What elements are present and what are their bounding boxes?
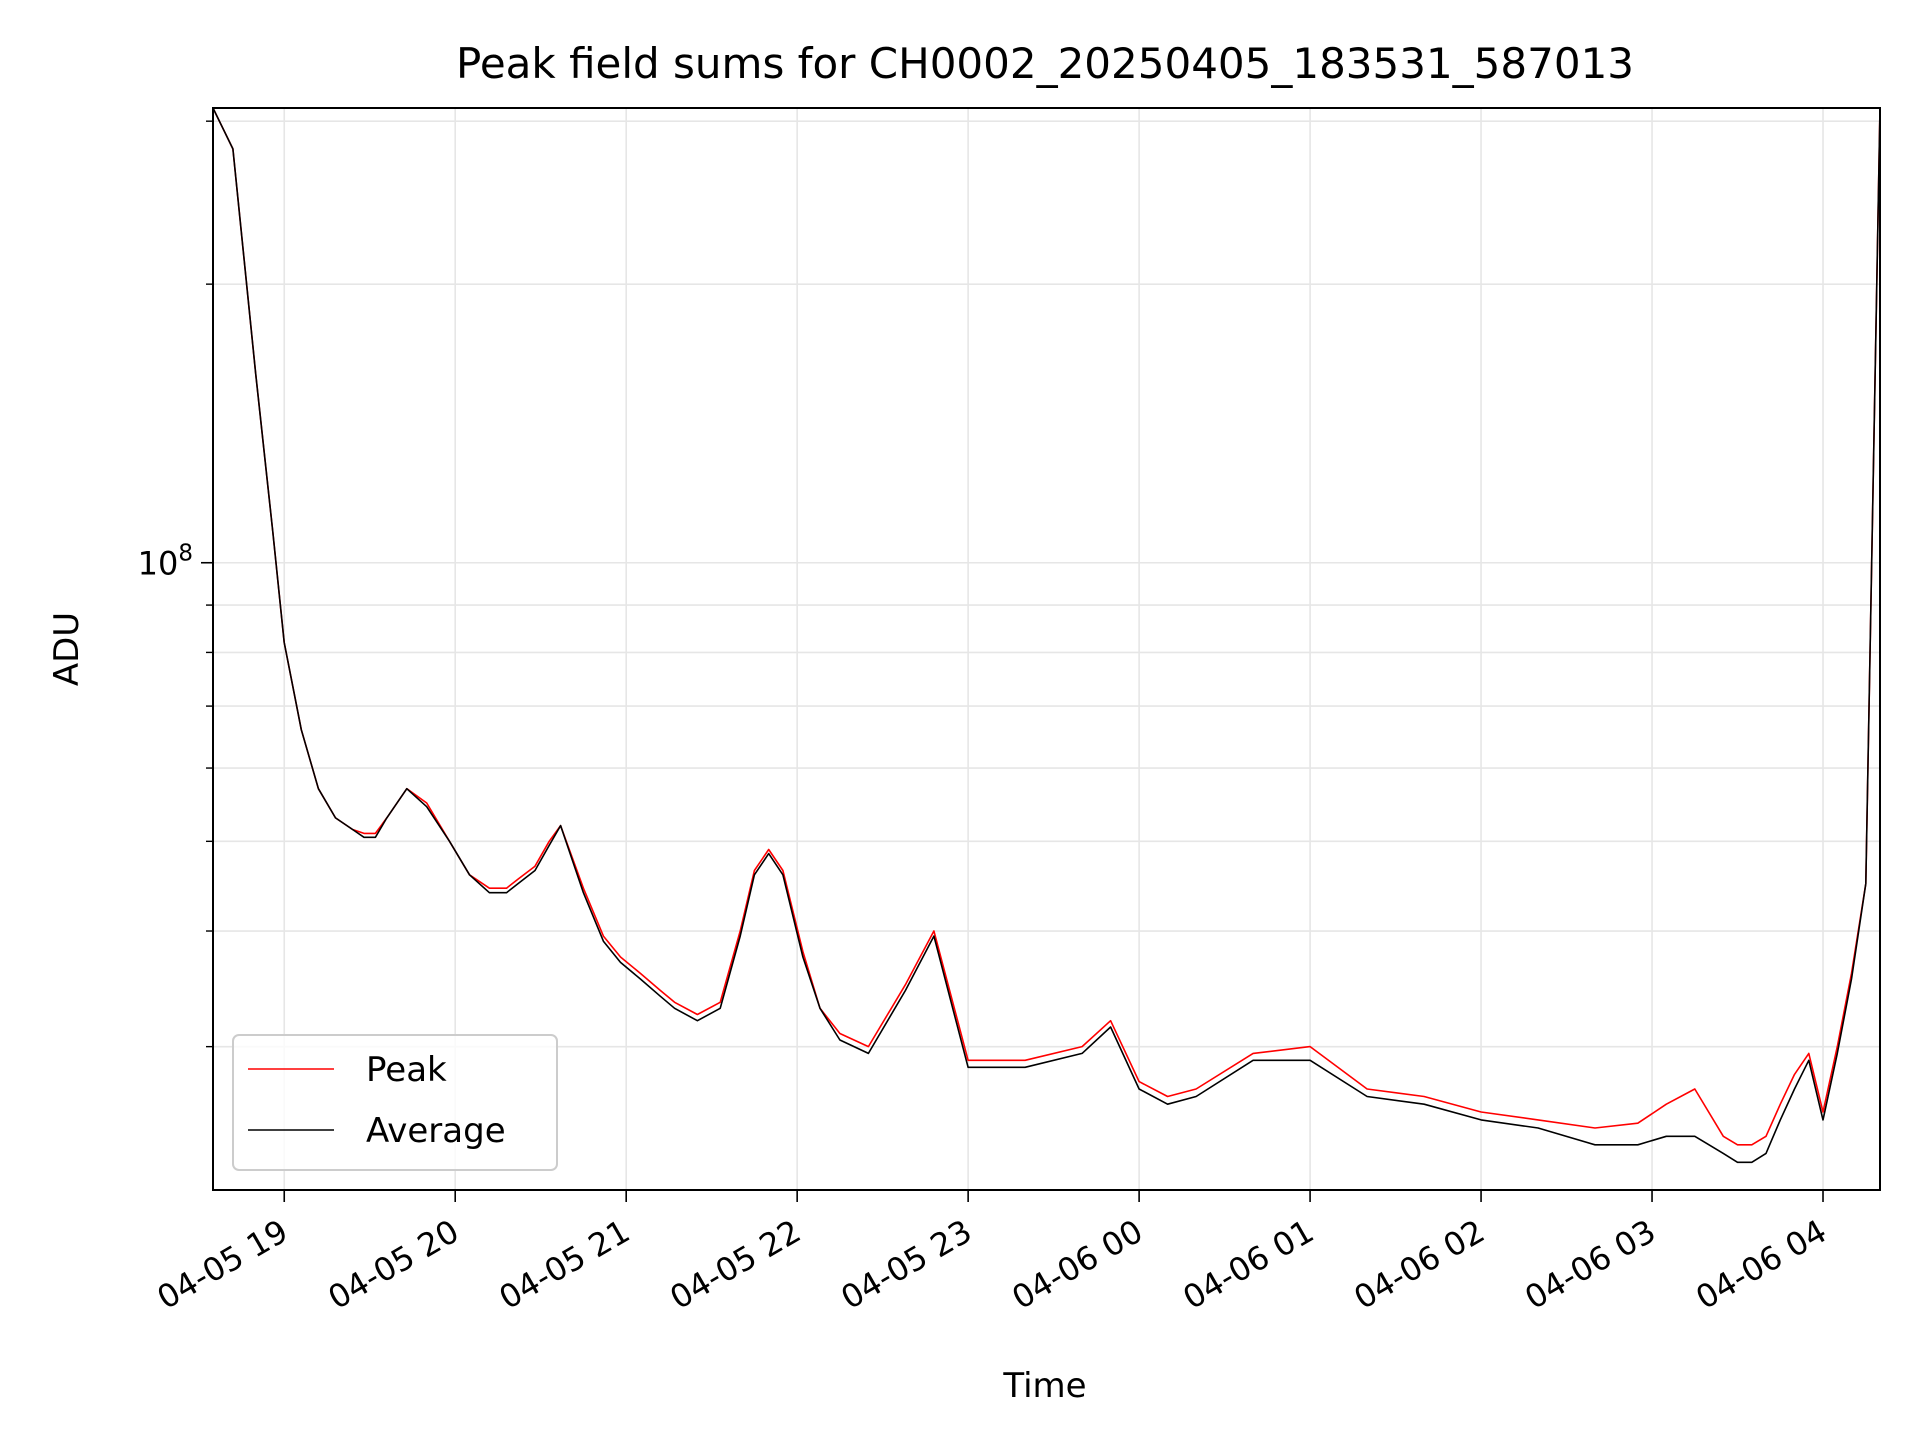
legend: Peak Average [232, 1034, 558, 1171]
plot-frame [212, 107, 1881, 1191]
x-axis-label: Time [1002, 1366, 1086, 1406]
y-axis-label: ADU [47, 612, 87, 686]
y-tick-label: 108 [138, 541, 193, 583]
series-line-average [213, 108, 1880, 1164]
series-layer [213, 108, 1880, 1164]
legend-label-peak: Peak [366, 1050, 447, 1090]
chart-title: Peak field sums for CH0002_20250405_1835… [456, 39, 1634, 88]
grid [213, 108, 1880, 1190]
legend-label-average: Average [366, 1111, 506, 1151]
y-axis: 108 [138, 120, 213, 1048]
